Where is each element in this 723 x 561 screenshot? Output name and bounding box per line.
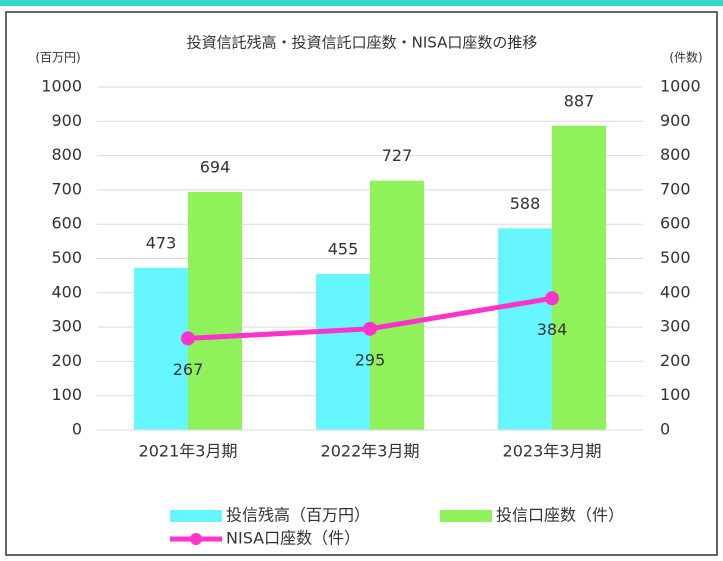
legend-label: NISA口座数（件） <box>226 529 360 548</box>
y2-tick-label: 300 <box>660 317 691 336</box>
y2-tick-label: 700 <box>660 179 691 198</box>
y-tick-label: 600 <box>51 214 82 233</box>
data-label: 473 <box>146 233 177 252</box>
x-tick-label: 2023年3月期 <box>503 442 602 461</box>
bar <box>552 125 606 430</box>
bar <box>498 228 552 430</box>
x-tick-label: 2021年3月期 <box>139 442 238 461</box>
y2-tick-label: 600 <box>660 214 691 233</box>
y2-axis-label: (件数) <box>669 50 702 65</box>
y-tick-label: 700 <box>51 179 82 198</box>
y-tick-label: 800 <box>51 145 82 164</box>
y-tick-label: 0 <box>72 420 82 439</box>
data-label: 384 <box>537 320 568 339</box>
legend-marker <box>190 533 202 545</box>
data-label: 295 <box>355 350 386 369</box>
y2-tick-label: 800 <box>660 145 691 164</box>
data-label: 455 <box>328 239 359 258</box>
legend-label: 投信口座数（件） <box>496 506 624 525</box>
y2-tick-label: 0 <box>660 420 670 439</box>
y-axis-label: (百万円) <box>35 51 80 65</box>
y-tick-label: 100 <box>51 385 82 404</box>
legend-swatch <box>440 510 492 522</box>
y-tick-label: 900 <box>51 111 82 130</box>
data-label: 588 <box>510 194 541 213</box>
bar <box>316 273 370 430</box>
data-label: 727 <box>382 146 413 165</box>
bar <box>370 180 424 430</box>
data-label: 887 <box>564 91 595 110</box>
bar <box>188 191 242 430</box>
chart-title: 投資信託残高・投資信託口座数・NISA口座数の推移 <box>187 34 538 52</box>
line-marker <box>545 291 559 306</box>
bar <box>134 267 188 430</box>
y2-tick-label: 500 <box>660 248 691 267</box>
data-label: 267 <box>173 360 204 379</box>
y2-tick-label: 900 <box>660 111 691 130</box>
y-tick-label: 200 <box>51 351 82 370</box>
y2-tick-label: 100 <box>660 385 691 404</box>
y-tick-label: 400 <box>51 282 82 301</box>
y2-tick-label: 400 <box>660 282 691 301</box>
x-tick-label: 2022年3月期 <box>321 442 420 461</box>
top-band <box>0 0 723 6</box>
y-tick-label: 500 <box>51 248 82 267</box>
line-marker <box>181 331 195 346</box>
legend-swatch <box>170 510 222 522</box>
y2-tick-label: 1000 <box>660 77 701 96</box>
data-label: 694 <box>200 157 231 176</box>
y2-tick-label: 200 <box>660 351 691 370</box>
y-tick-label: 300 <box>51 317 82 336</box>
line-marker <box>363 321 377 336</box>
y-tick-label: 1000 <box>41 77 82 96</box>
legend-label: 投信残高（百万円） <box>226 506 370 525</box>
